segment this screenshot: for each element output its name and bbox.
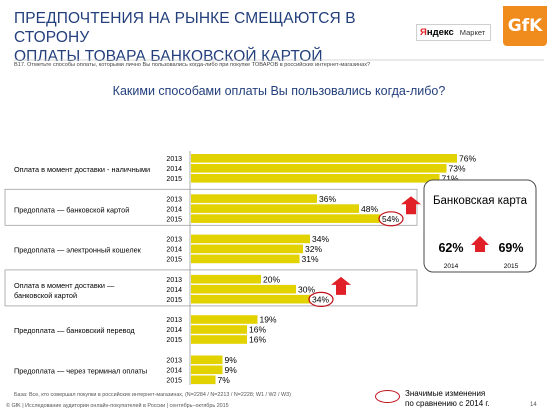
year-label: 2015: [166, 297, 182, 304]
legend-text: Значимые изменения по сравнению с 2014 г…: [405, 389, 545, 408]
category-label: Оплата в момент доставки - наличными: [14, 165, 150, 174]
callout-box: [423, 179, 537, 273]
year-label: 2014: [166, 287, 182, 294]
highlighted-group-frame: [4, 269, 418, 307]
increase-arrow-icon: [331, 276, 351, 295]
callout-arrow-icon: [471, 236, 489, 252]
bank-card-callout: Банковская карта 62% 69% 2014 2015: [423, 179, 537, 273]
value-label: 30%: [298, 284, 315, 294]
category-label: Предоплата — банковской картой: [14, 205, 129, 214]
yandex-logo: Яндекс: [417, 27, 454, 38]
year-label: 2014: [166, 206, 182, 213]
legend-text-line-1: Значимые изменения: [405, 389, 486, 398]
year-label: 2013: [166, 317, 182, 324]
bar: [191, 204, 359, 213]
bar: [191, 294, 310, 304]
year-label: 2015: [166, 378, 182, 385]
value-label: 16%: [249, 335, 266, 345]
value-label: 54%: [382, 214, 399, 224]
page-number: 14: [530, 402, 537, 408]
category-label: Оплата в момент доставки —: [14, 281, 115, 290]
page-title: ПРЕДПОЧТЕНИЯ НА РЫНКЕ СМЕЩАЮТСЯ В СТОРОН…: [14, 9, 414, 66]
footer-credit: © GfK | Исследование аудитории онлайн-по…: [6, 403, 229, 409]
year-label: 2014: [166, 368, 182, 375]
page-title-line-1: ПРЕДПОЧТЕНИЯ НА РЫНКЕ СМЕЩАЮТСЯ В СТОРОН…: [14, 10, 356, 46]
yandex-market-logo: Яндекс Маркет: [416, 24, 491, 41]
bar: [191, 154, 457, 163]
callout-title: Банковская карта: [433, 195, 528, 207]
year-label: 2015: [166, 176, 182, 183]
value-label: 19%: [260, 315, 277, 325]
bar: [191, 274, 261, 284]
value-label: 16%: [249, 325, 266, 335]
page-title-line-2: ОПЛАТЫ ТОВАРА БАНКОВСКОЙ КАРТОЙ: [14, 48, 323, 65]
value-label: 9%: [225, 355, 238, 365]
yandex-logo-first: Я: [420, 27, 427, 38]
market-logo: Маркет: [459, 28, 486, 37]
value-label: 7%: [218, 375, 231, 385]
year-label: 2014: [166, 247, 182, 254]
bar: [191, 254, 300, 264]
change-highlight-ellipse: [378, 211, 404, 227]
year-label: 2015: [166, 257, 182, 264]
year-label: 2014: [166, 166, 182, 173]
year-label: 2013: [166, 156, 182, 163]
bar: [191, 214, 380, 223]
year-label: 2013: [166, 277, 182, 284]
value-label: 31%: [302, 254, 319, 264]
bar: [191, 365, 223, 375]
bar: [191, 234, 310, 244]
bar: [191, 375, 216, 385]
legend-text-line-2: по сравнению с 2014 г.: [405, 398, 490, 408]
callout-year-2015: 2015: [504, 263, 519, 270]
callout-value-2015: 69%: [498, 241, 523, 255]
gfk-logo: GfK: [503, 6, 547, 46]
category-label: Предоплата — через терминал оплаты: [14, 367, 147, 376]
year-label: 2013: [166, 196, 182, 203]
year-label: 2014: [166, 327, 182, 334]
gfk-logo-text: GfK: [507, 16, 543, 36]
value-label: 36%: [319, 194, 336, 204]
year-label: 2013: [166, 237, 182, 244]
change-highlight-ellipse: [308, 291, 334, 307]
legend-ellipse-icon: [375, 390, 400, 403]
bar: [191, 244, 303, 254]
bar: [191, 194, 317, 203]
bar: [191, 325, 247, 334]
value-label: 34%: [312, 294, 329, 304]
value-label: 20%: [263, 274, 280, 284]
bar: [191, 355, 223, 365]
year-label: 2015: [166, 337, 182, 344]
bar: [191, 335, 247, 344]
year-label: 2015: [166, 216, 182, 223]
chart-title: Какими способами оплаты Вы пользовались …: [112, 84, 446, 98]
survey-question: B17. Отметьте способы оплаты, которыми л…: [14, 62, 371, 68]
value-label: 9%: [225, 365, 238, 375]
highlighted-group-frame: [4, 188, 418, 226]
bar: [191, 164, 447, 173]
value-label: 71%: [442, 174, 459, 184]
category-label: банковской картой: [14, 291, 77, 300]
bar: [191, 284, 296, 294]
value-label: 34%: [312, 234, 329, 244]
category-label: Предоплата — электронный кошелек: [14, 246, 142, 255]
footer-base-note: База: Все, кто совершал покупки в россий…: [14, 392, 291, 398]
value-label: 76%: [459, 154, 476, 164]
year-label: 2013: [166, 358, 182, 365]
value-label: 73%: [449, 164, 466, 174]
bar: [191, 174, 440, 183]
callout-value-2014: 62%: [438, 241, 463, 255]
value-label: 32%: [305, 244, 322, 254]
callout-year-2014: 2014: [444, 263, 459, 270]
bar: [191, 315, 258, 324]
increase-arrow-icon: [401, 196, 421, 215]
yandex-logo-rest: ндекс: [426, 27, 454, 38]
value-label: 48%: [361, 204, 378, 214]
category-label: Предоплата — банковский перевод: [14, 326, 135, 335]
